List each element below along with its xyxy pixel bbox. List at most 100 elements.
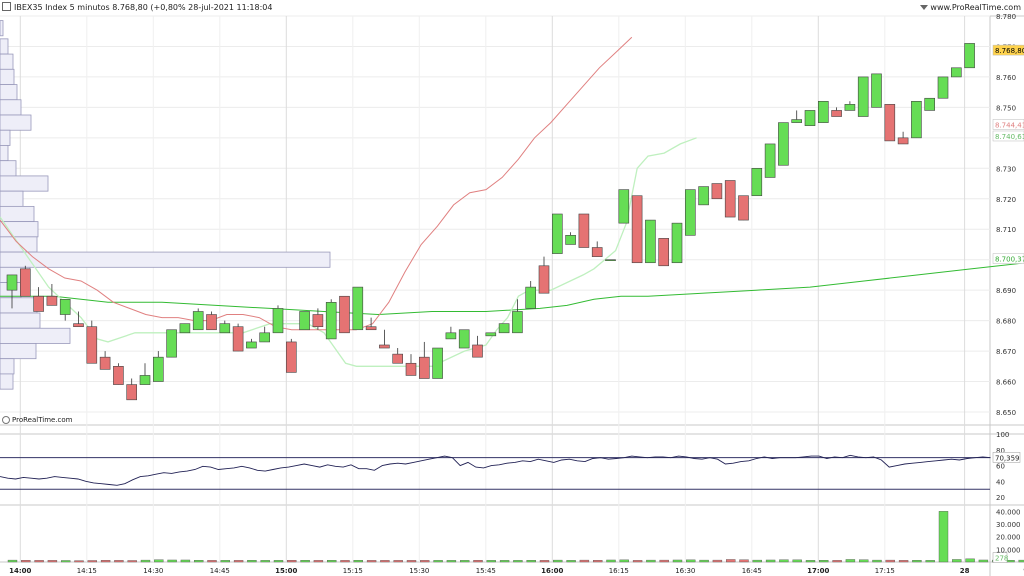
candle-body: [778, 122, 789, 166]
volume-bar: [845, 559, 856, 563]
volume-bar: [739, 559, 749, 563]
volume-bar: [566, 560, 576, 563]
candle-body: [831, 110, 842, 117]
candle-body: [498, 323, 510, 334]
volume-profile-bar: [0, 221, 39, 238]
volume-bar: [247, 560, 257, 563]
volume-bar: [672, 559, 683, 563]
volume-bar: [34, 560, 44, 563]
volume-last-label: 278: [995, 555, 1008, 563]
volume-bar: [686, 559, 696, 563]
volume-bar: [420, 560, 430, 563]
volume-bar: [473, 560, 483, 563]
volume-profile-bar: [0, 20, 4, 37]
candle-body: [950, 67, 962, 78]
candle-body: [259, 332, 271, 343]
candle-body: [804, 110, 816, 126]
volume-profile-bar: [0, 251, 331, 268]
x-tick-label: 16:15: [609, 567, 629, 575]
volume-bar: [100, 560, 111, 563]
candle-body: [325, 302, 337, 340]
volume-bar: [273, 560, 284, 563]
volume-profile-bar: [0, 312, 41, 329]
rsi-last-label: 70,359: [995, 454, 1020, 462]
volume-bar: [393, 560, 403, 563]
indicator-marker-label: 8.744,41: [995, 121, 1024, 129]
candle-body: [153, 356, 164, 382]
candle-body: [458, 329, 470, 349]
dropdown-icon[interactable]: [920, 5, 929, 10]
volume-bar: [140, 559, 151, 563]
volume-profile-bar: [0, 327, 71, 344]
main-y-tick-label: 8.720: [996, 196, 1016, 204]
main-y-tick-label: 8.760: [996, 74, 1016, 82]
volume-bar: [220, 560, 231, 563]
volume-bar: [486, 560, 496, 563]
volume-bar: [526, 560, 536, 563]
volume-profile-bar: [0, 373, 14, 390]
volume-bar: [260, 560, 270, 563]
volume-bar: [646, 559, 656, 563]
volume-profile-bar: [0, 343, 37, 360]
candle-body: [605, 259, 616, 261]
volume-bar: [752, 559, 762, 563]
indicator-marker-box: [992, 130, 1024, 142]
volume-bar: [938, 511, 949, 563]
candle-body: [99, 356, 111, 370]
candle-body: [113, 366, 124, 385]
candle-body: [924, 97, 936, 111]
volume-bar: [1018, 559, 1024, 563]
volume-bar: [300, 560, 310, 563]
volume-bar: [832, 560, 842, 563]
x-tick-label: 14:45: [210, 567, 230, 575]
volume-bar: [539, 560, 550, 563]
indicator-marker-box: [992, 119, 1024, 130]
main-y-tick-label: 8.730: [996, 165, 1016, 173]
candle-body: [299, 311, 310, 331]
window-icon[interactable]: [2, 2, 11, 11]
candle-body: [339, 295, 350, 334]
x-tick-label: 17:00: [807, 567, 829, 575]
volume-bar: [872, 559, 882, 563]
candle-body: [871, 73, 882, 108]
candle-body: [312, 314, 324, 328]
rsi-y-tick-label: 80: [996, 447, 1005, 455]
candle-body: [166, 329, 177, 358]
candle-body: [591, 247, 603, 257]
volume-bar: [7, 559, 18, 563]
volume-profile-bar: [0, 145, 9, 162]
volume-y-tick-label: 30.000: [996, 521, 1021, 529]
candle-body: [219, 323, 231, 334]
x-tick-label: 15:00: [275, 567, 297, 575]
candle-body: [578, 213, 590, 248]
candle-body: [764, 143, 776, 178]
volume-bar: [446, 560, 457, 563]
volume-bar: [819, 560, 829, 563]
volume-y-tick-label: 10.000: [996, 546, 1021, 554]
x-tick-label: 16:00: [541, 567, 563, 575]
volume-profile-bar: [0, 205, 35, 223]
volume-bar: [460, 560, 470, 563]
candle-body: [59, 298, 71, 315]
candle-body: [285, 341, 297, 373]
x-tick-label: 16:30: [675, 567, 695, 575]
x-tick-label: 15:15: [343, 567, 363, 575]
rsi-y-tick-label: 100: [996, 431, 1009, 439]
candle-body: [618, 189, 630, 224]
candle-body: [911, 100, 922, 139]
volume-profile-bar: [0, 297, 38, 314]
candle-body: [445, 332, 457, 340]
candle-body: [6, 274, 18, 291]
candle-body: [432, 347, 443, 379]
main-y-tick-label: 8.780: [996, 13, 1016, 21]
candle-body: [73, 323, 84, 328]
volume-bar: [406, 560, 417, 563]
candle-body: [565, 235, 576, 245]
main-y-tick-label: 8.690: [996, 287, 1016, 295]
chart-header-site: www.ProRealTime.com: [920, 0, 1021, 16]
volume-bar: [765, 559, 776, 563]
volume-bar: [885, 559, 895, 563]
volume-bar: [659, 559, 669, 563]
volume-bar: [353, 560, 363, 563]
